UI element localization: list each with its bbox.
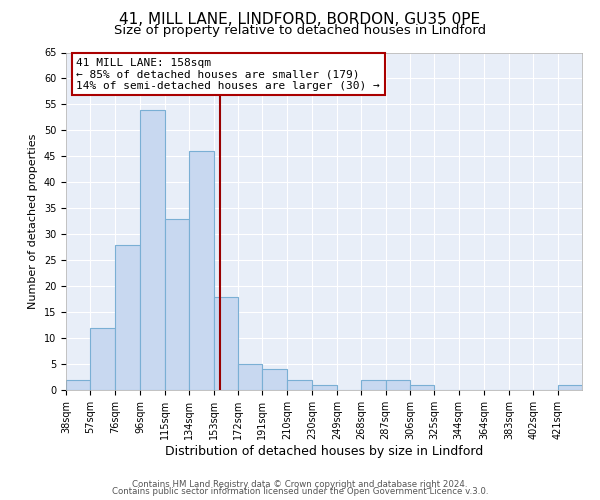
Bar [189,151,214,390]
Text: 41, MILL LANE, LINDFORD, BORDON, GU35 0PE: 41, MILL LANE, LINDFORD, BORDON, GU35 0P… [119,12,481,28]
Bar [361,380,386,390]
Text: Contains public sector information licensed under the Open Government Licence v.: Contains public sector information licen… [112,488,488,496]
Bar [165,218,189,390]
Text: Size of property relative to detached houses in Lindford: Size of property relative to detached ho… [114,24,486,37]
Bar [262,369,287,390]
Text: Contains HM Land Registry data © Crown copyright and database right 2024.: Contains HM Land Registry data © Crown c… [132,480,468,489]
Bar [410,385,434,390]
Bar [115,244,140,390]
Text: 41 MILL LANE: 158sqm
← 85% of detached houses are smaller (179)
14% of semi-deta: 41 MILL LANE: 158sqm ← 85% of detached h… [76,58,380,91]
Bar [557,385,582,390]
X-axis label: Distribution of detached houses by size in Lindford: Distribution of detached houses by size … [165,444,483,458]
Bar [66,380,91,390]
Bar [386,380,410,390]
Bar [313,385,337,390]
Bar [91,328,115,390]
Y-axis label: Number of detached properties: Number of detached properties [28,134,38,309]
Bar [287,380,313,390]
Bar [238,364,262,390]
Bar [140,110,165,390]
Bar [214,296,238,390]
